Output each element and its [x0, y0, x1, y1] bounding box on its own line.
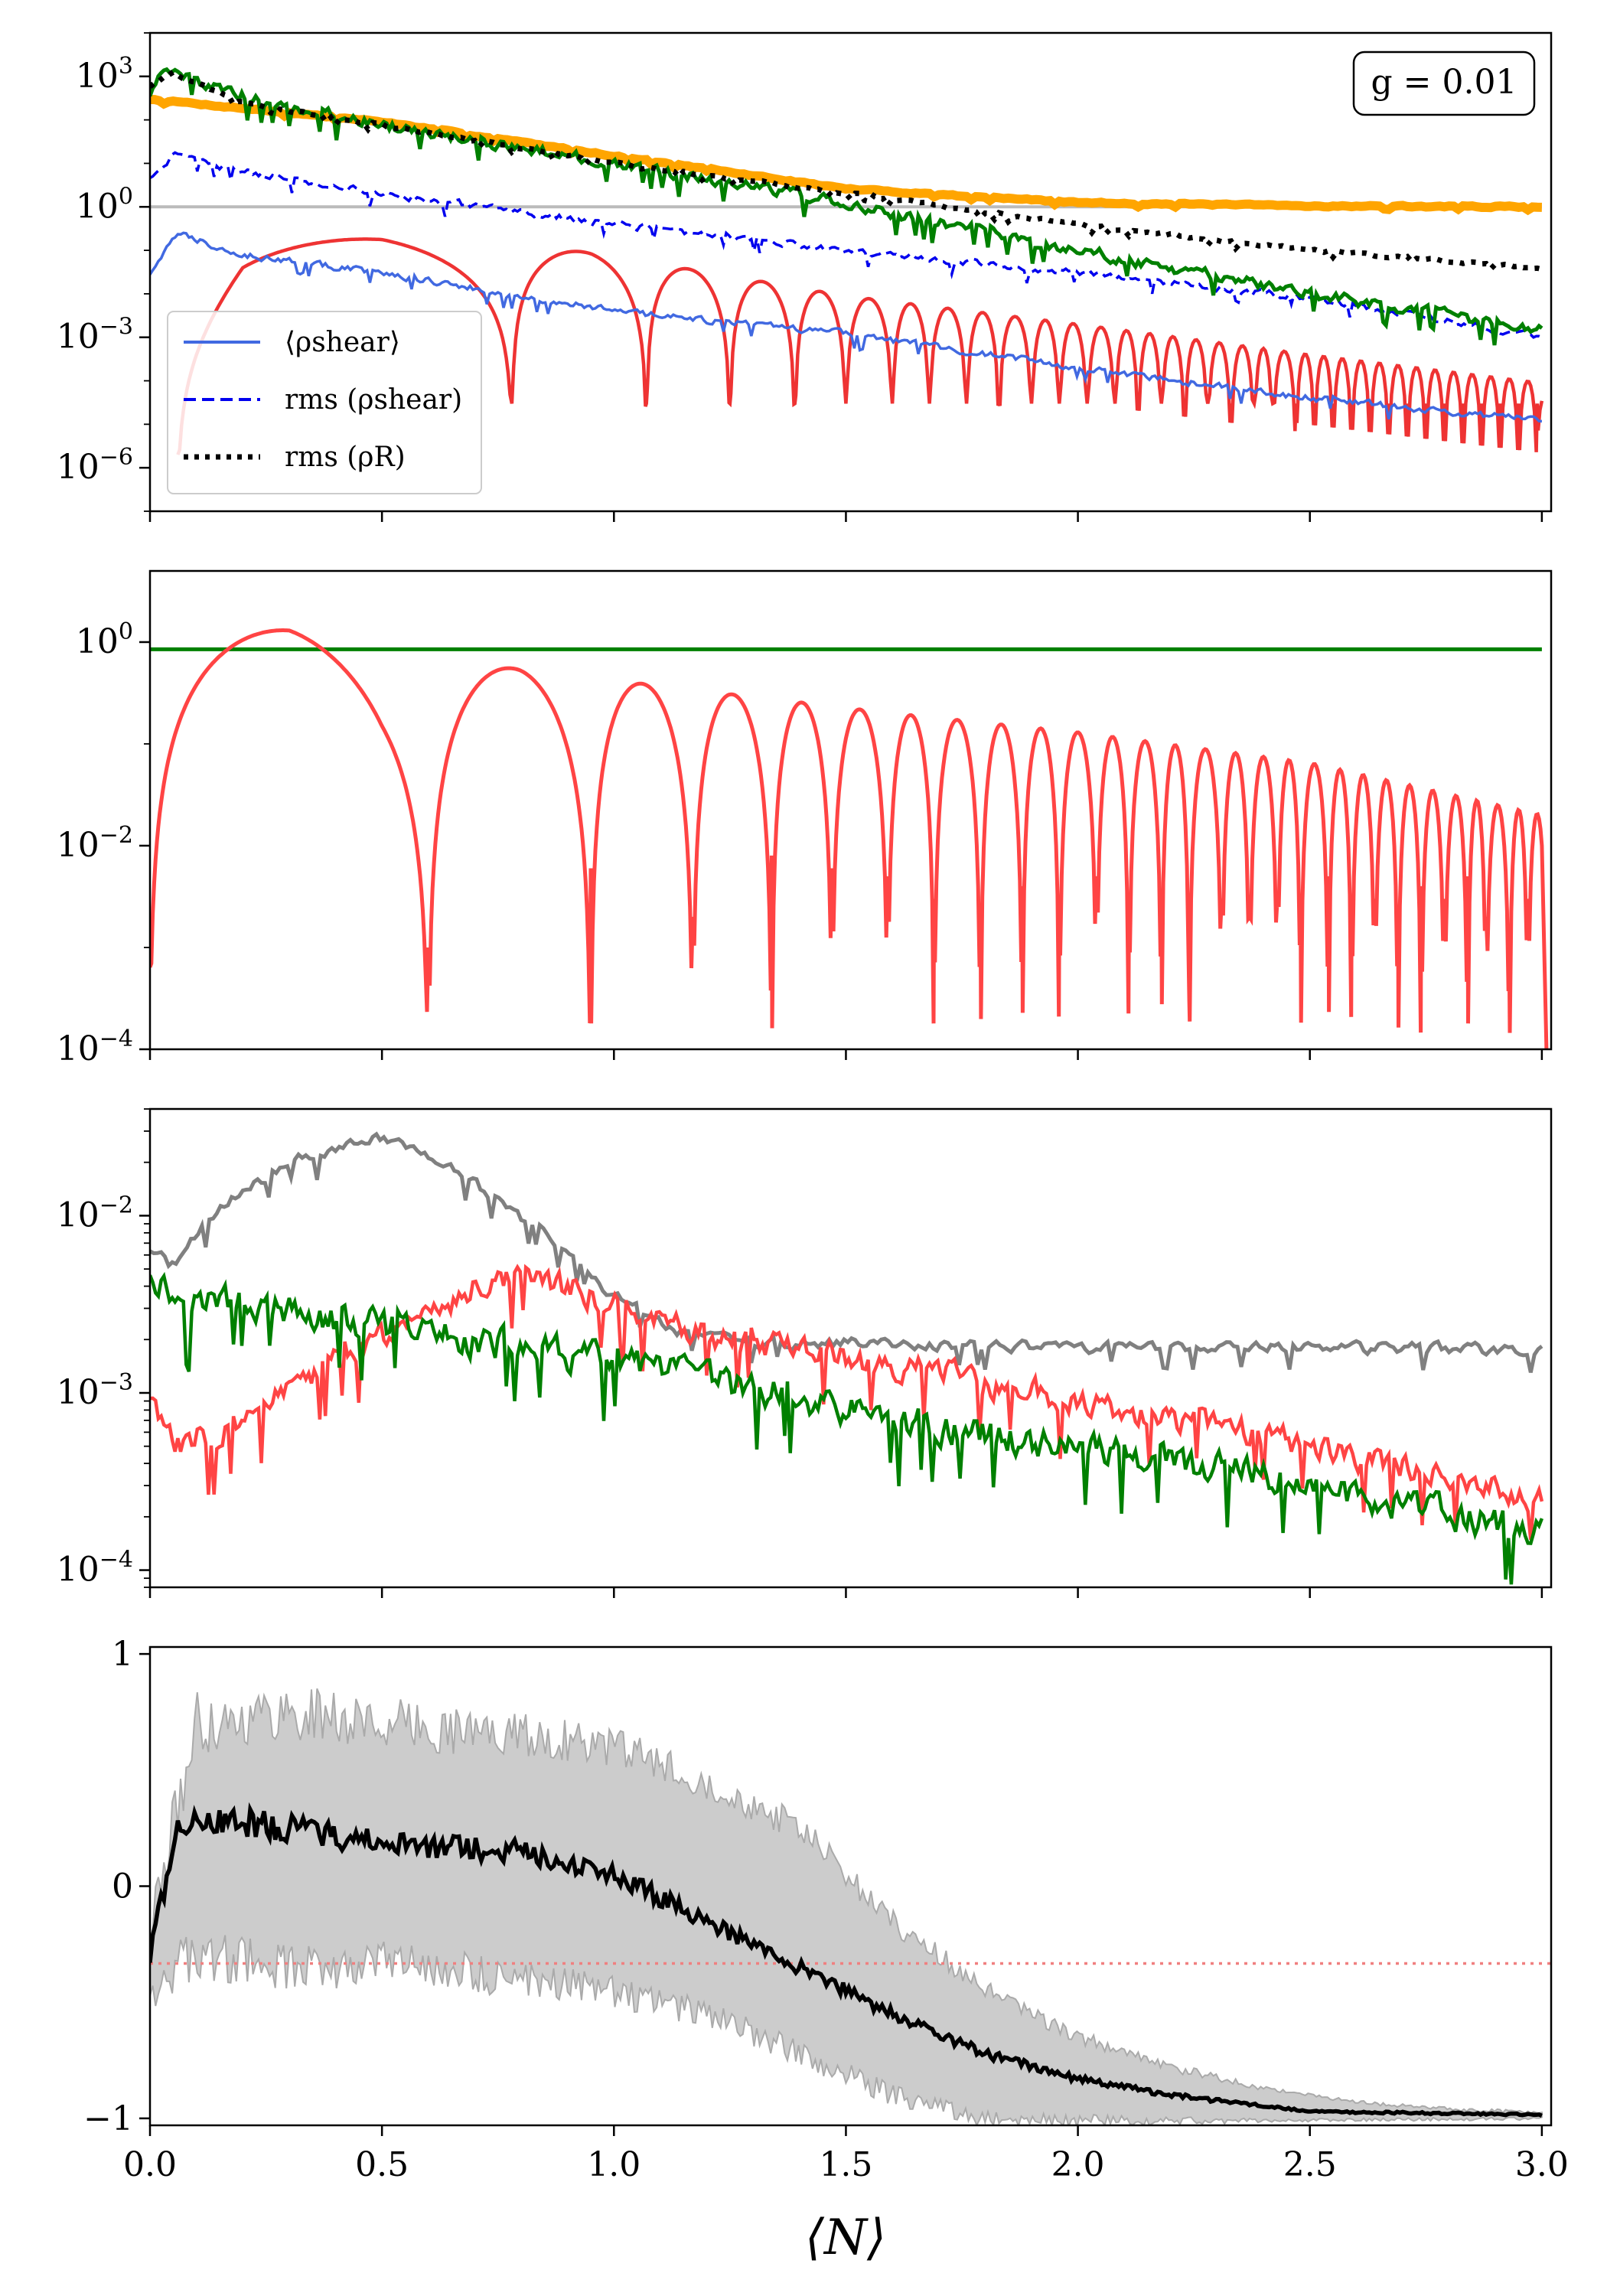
annotation-box: g = 0.01 [1352, 51, 1536, 116]
x-tick-label: 2.5 [1283, 2145, 1337, 2184]
y-tick-label: 10−3 [57, 314, 133, 357]
band-fill [150, 1688, 1543, 2125]
y-tick-label: 10−2 [57, 1192, 133, 1234]
series-mean [150, 1802, 1543, 2118]
series-green [150, 1271, 1543, 1585]
series-gray [150, 1131, 1543, 1373]
panel-1-plot [150, 67, 1544, 455]
series-orange [150, 95, 1542, 216]
panel-4: 0.0 0.5 1.0 1.5 2.0 2.5 3.0 1 0 −1 [83, 1635, 1569, 2184]
panel-1-ticks: 103 100 10−3 10−6 [57, 32, 1543, 522]
annotation-text: g = 0.01 [1371, 63, 1517, 102]
panel-3-ticks: 10−2 10−3 10−4 [57, 1108, 1543, 1598]
y-tick-label: 100 [76, 618, 133, 661]
series-mean-shear [150, 231, 1542, 423]
x-axis-label: ⟨N⟩ [805, 2210, 886, 2266]
legend: ⟨ρshear⟩ rms (ρshear) rms (ρR) [167, 311, 482, 494]
panel-3: 10−2 10−3 10−4 [57, 1107, 1553, 1598]
y-tick-label: 0 [112, 1867, 133, 1906]
y-tick-label: 10−4 [57, 1547, 133, 1590]
series-red [176, 237, 1544, 455]
panel-4-plot [150, 1688, 1551, 2125]
legend-label-mean-shear: ⟨ρshear⟩ [285, 327, 400, 358]
y-tick-label: 10−3 [57, 1369, 133, 1412]
x-tick-label: 1.0 [587, 2145, 641, 2184]
x-tick-label: 2.0 [1051, 2145, 1105, 2184]
panel-4-ticks: 0.0 0.5 1.0 1.5 2.0 2.5 3.0 1 0 −1 [83, 1635, 1569, 2184]
series-red [150, 628, 1549, 1049]
panel-2: 100 10−2 10−4 [57, 569, 1553, 1068]
y-tick-label: 103 [76, 53, 133, 96]
series-green [150, 67, 1543, 346]
y-tick-label: 10−2 [57, 822, 133, 865]
x-tick-label: 1.5 [819, 2145, 872, 2184]
panel-1: 103 100 10−3 10−6 g = 0.01 ⟨ρshear⟩ rms (ρs… [57, 31, 1553, 522]
x-tick-label: 3.0 [1515, 2145, 1569, 2184]
legend-label-rms-shear: rms (ρshear) [285, 384, 462, 416]
panel-2-plot [150, 628, 1549, 1049]
series-rms-shear [150, 151, 1543, 339]
y-tick-label: −1 [83, 2099, 133, 2138]
x-tick-label: 0.5 [355, 2145, 409, 2184]
legend-frame [167, 311, 482, 494]
y-tick-label: 10−6 [57, 444, 133, 487]
panel-3-frame [148, 1107, 1553, 1589]
x-tick-label: 0.0 [123, 2145, 177, 2184]
panel-3-plot [150, 1131, 1544, 1585]
y-tick-label: 100 [76, 183, 133, 226]
legend-label-rms-r: rms (ρR) [285, 442, 406, 473]
y-tick-label: 10−4 [57, 1026, 133, 1068]
series-red [150, 1264, 1544, 1540]
panel-2-frame [148, 569, 1553, 1051]
panel-1-frame [148, 31, 1553, 513]
y-tick-label: 1 [112, 1635, 133, 1674]
panel-2-ticks: 100 10−2 10−4 [57, 618, 1543, 1068]
